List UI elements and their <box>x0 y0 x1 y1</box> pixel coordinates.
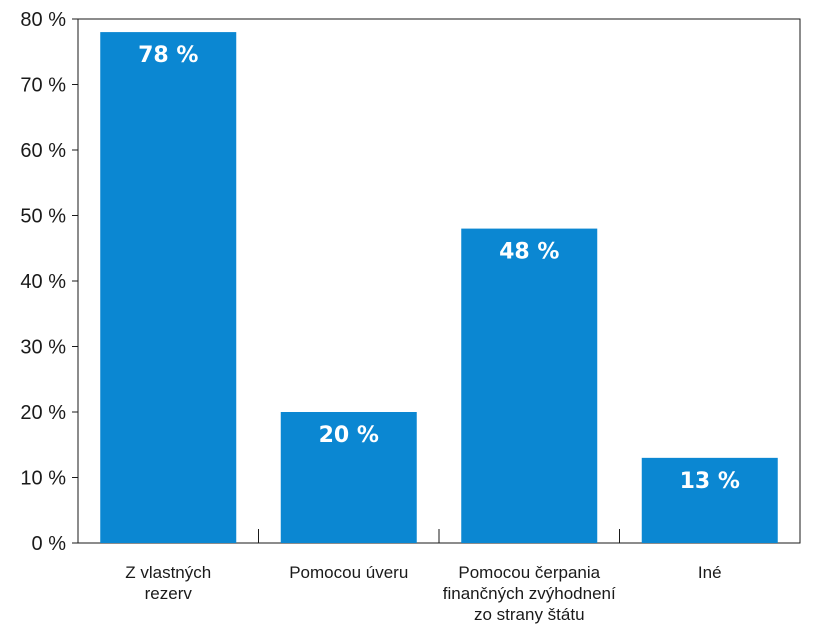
bar <box>641 457 778 543</box>
y-tick-label: 20 % <box>20 402 66 424</box>
data-label: 20 % <box>319 423 379 448</box>
x-category-label: Pomocou úveru <box>289 563 408 582</box>
data-label: 13 % <box>680 469 740 494</box>
y-tick-label: 50 % <box>20 206 66 228</box>
bar <box>461 228 598 543</box>
y-tick-label: 30 % <box>20 337 66 359</box>
y-tick-label: 10 % <box>20 468 66 490</box>
x-category-label: finančných zvýhodnení <box>443 584 616 603</box>
y-tick-label: 70 % <box>20 75 66 97</box>
bar <box>100 32 237 543</box>
x-category-label: rezerv <box>145 584 193 603</box>
y-tick-label: 40 % <box>20 271 66 293</box>
x-category-label: zo strany štátu <box>474 605 585 624</box>
y-tick-label: 80 % <box>20 9 66 31</box>
y-tick-label: 60 % <box>20 140 66 162</box>
y-tick-label: 0 % <box>32 533 67 555</box>
x-category-label: Z vlastných <box>125 563 211 582</box>
x-category-label: Pomocou čerpania <box>458 563 600 582</box>
data-label: 48 % <box>499 240 559 265</box>
x-category-label: Iné <box>698 563 722 582</box>
bar <box>280 412 417 543</box>
data-label: 78 % <box>138 43 198 68</box>
